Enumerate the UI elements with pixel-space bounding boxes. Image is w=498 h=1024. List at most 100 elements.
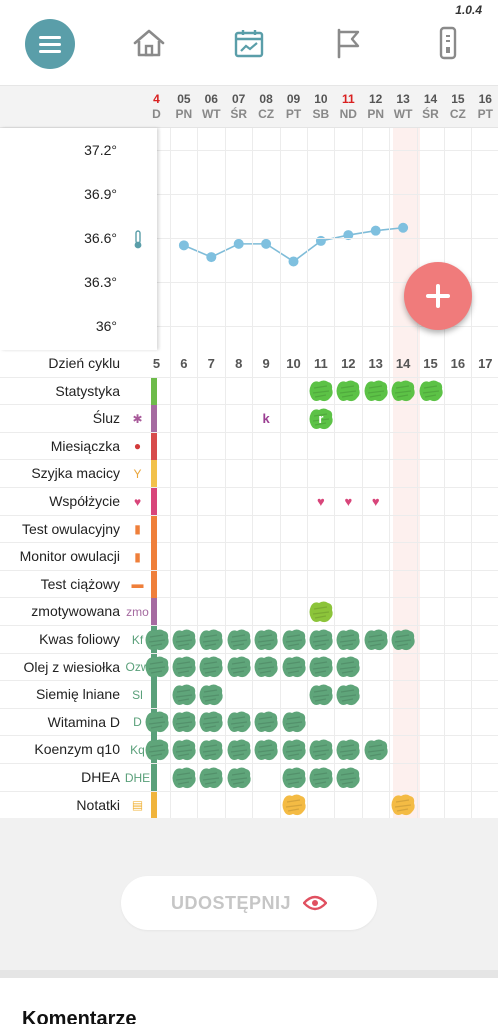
day-header-15[interactable]: 15 CZ: [444, 92, 471, 122]
entry-mark[interactable]: [307, 736, 334, 763]
flag-button[interactable]: [323, 18, 373, 68]
entry-mark[interactable]: [225, 709, 252, 736]
row-statystyka[interactable]: Statystyka: [0, 377, 498, 406]
row-test-ciążowy[interactable]: Test ciążowy ▬: [0, 570, 498, 599]
day-header-05[interactable]: 05 PN: [170, 92, 197, 122]
temperature-point[interactable]: [233, 238, 244, 249]
entry-mark[interactable]: [225, 764, 252, 791]
entry-mark[interactable]: [253, 709, 280, 736]
entry-mark[interactable]: [280, 626, 307, 653]
entry-mark[interactable]: [390, 378, 417, 405]
entry-mark[interactable]: [307, 378, 334, 405]
entry-mark[interactable]: [335, 736, 362, 763]
entry-mark[interactable]: [307, 654, 334, 681]
entry-mark[interactable]: [143, 709, 170, 736]
row-śluz[interactable]: Śluz ✱ k r: [0, 405, 498, 433]
row-kwas-foliowy[interactable]: Kwas foliowy Kf: [0, 626, 498, 654]
entry-mark[interactable]: [143, 654, 170, 681]
entry-mark[interactable]: [225, 654, 252, 681]
entry-mark[interactable]: [170, 764, 197, 791]
menu-button[interactable]: [25, 19, 75, 69]
home-button[interactable]: [124, 18, 174, 68]
temperature-point[interactable]: [206, 252, 217, 263]
entry-mark[interactable]: [198, 764, 225, 791]
entry-mark[interactable]: [198, 681, 225, 708]
entry-mark[interactable]: [335, 654, 362, 681]
entry-mark[interactable]: [335, 764, 362, 791]
row-koenzym-q10[interactable]: Koenzym q10 Kq: [0, 736, 498, 764]
entry-mark[interactable]: [225, 736, 252, 763]
day-header-16[interactable]: 16 PT: [472, 92, 498, 122]
entry-mark[interactable]: [417, 378, 444, 405]
day-header-08[interactable]: 08 CZ: [253, 92, 280, 122]
heart-icon[interactable]: ♥: [317, 494, 325, 509]
temperature-point[interactable]: [178, 240, 189, 251]
entry-mark[interactable]: [390, 792, 417, 819]
row-witamina-d[interactable]: Witamina D D: [0, 708, 498, 737]
entry-mark[interactable]: [170, 626, 197, 653]
entry-letter[interactable]: r: [318, 411, 324, 427]
day-header-07[interactable]: 07 ŚR: [225, 92, 252, 122]
entry-mark[interactable]: [170, 709, 197, 736]
row-test-owulacyjny[interactable]: Test owulacyjny ▮: [0, 515, 498, 544]
day-header-10[interactable]: 10 SB: [307, 92, 334, 122]
entry-mark[interactable]: [198, 736, 225, 763]
entry-mark[interactable]: [170, 654, 197, 681]
entry-mark[interactable]: [280, 654, 307, 681]
entry-mark[interactable]: [143, 736, 170, 763]
row-notatki[interactable]: Notatki ▤: [0, 791, 498, 820]
temperature-point[interactable]: [261, 238, 272, 249]
ovulation-test-button[interactable]: [423, 18, 473, 68]
entry-mark[interactable]: [307, 598, 334, 625]
entry-mark[interactable]: [170, 736, 197, 763]
row-miesiączka[interactable]: Miesiączka ●: [0, 432, 498, 461]
entry-letter[interactable]: k: [262, 411, 270, 427]
entry-mark[interactable]: [170, 681, 197, 708]
entry-mark[interactable]: [280, 764, 307, 791]
entry-mark[interactable]: [225, 626, 252, 653]
day-header-11[interactable]: 11 ND: [335, 92, 362, 122]
entry-mark[interactable]: [390, 626, 417, 653]
entry-mark[interactable]: [280, 792, 307, 819]
entry-mark[interactable]: [335, 626, 362, 653]
entry-mark[interactable]: [253, 626, 280, 653]
entry-mark[interactable]: [198, 709, 225, 736]
entry-mark[interactable]: [362, 736, 389, 763]
row-szyjka-macicy[interactable]: Szyjka macicy Y: [0, 460, 498, 488]
row-dhea[interactable]: DHEA DHE: [0, 764, 498, 792]
heart-icon[interactable]: ♥: [371, 494, 380, 509]
day-header-13[interactable]: 13 WT: [390, 92, 417, 122]
entry-mark[interactable]: [307, 681, 334, 708]
entry-mark[interactable]: [280, 736, 307, 763]
entry-mark[interactable]: [335, 378, 362, 405]
entry-mark[interactable]: [253, 654, 280, 681]
row-monitor-owulacji[interactable]: Monitor owulacji ▮: [0, 543, 498, 571]
day-header-12[interactable]: 12 PN: [362, 92, 389, 122]
temperature-point[interactable]: [343, 230, 354, 241]
entry-mark[interactable]: [253, 736, 280, 763]
row-siemię-lniane[interactable]: Siemię lniane Sl: [0, 681, 498, 709]
row-olej-z-wiesiołka[interactable]: Olej z wiesiołka Ozw: [0, 653, 498, 682]
entry-mark[interactable]: [143, 626, 170, 653]
temperature-point[interactable]: [288, 256, 299, 267]
chart-button[interactable]: [224, 18, 274, 68]
temperature-point[interactable]: [370, 225, 381, 236]
temperature-point[interactable]: [398, 222, 409, 233]
entry-mark[interactable]: [307, 764, 334, 791]
entry-mark[interactable]: [335, 681, 362, 708]
row-współżycie[interactable]: Współżycie ♥ ♥ ♥ ♥: [0, 488, 498, 516]
add-entry-button[interactable]: [404, 262, 472, 330]
entry-mark[interactable]: [362, 378, 389, 405]
day-header-14[interactable]: 14 ŚR: [417, 92, 444, 122]
entry-mark[interactable]: [307, 626, 334, 653]
entry-mark[interactable]: [198, 626, 225, 653]
entry-mark[interactable]: [198, 654, 225, 681]
entry-mark[interactable]: [362, 626, 389, 653]
day-header-09[interactable]: 09 PT: [280, 92, 307, 122]
entry-mark[interactable]: [307, 405, 334, 432]
entry-mark[interactable]: [280, 709, 307, 736]
day-header-06[interactable]: 06 WT: [198, 92, 225, 122]
heart-icon[interactable]: ♥: [344, 494, 353, 509]
row-zmotywowana[interactable]: zmotywowana zmo: [0, 598, 498, 626]
